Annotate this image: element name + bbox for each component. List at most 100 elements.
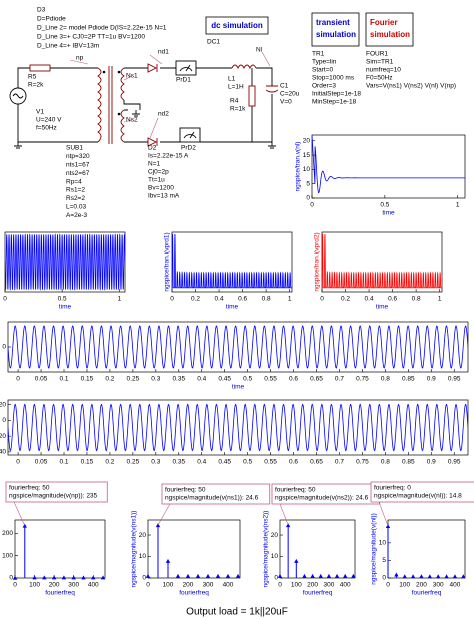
y-tick-label: 20 [271,532,279,539]
plot: 0 0.05 0.1 0.15 0.2 0.25 0.3 0.35 0.4 0.45 0.5 0.55… [0,399,469,466]
x-axis-label: fourierfreq [179,590,209,597]
stem-marker [436,574,441,579]
plot: 0 0.2 0.4 0.6 0.8 1 time ngspice/tran.i(vprd1) [164,231,293,311]
x-tick-label: 0.4 [197,376,206,383]
trace [312,135,465,194]
marker-x: fourierfreq: 50 [9,485,50,492]
component-param: Is=2.22e-15 A [148,153,189,160]
tran-param: Start=0 [312,67,334,74]
diode-model-line: D3 [37,7,46,14]
y-tick-label: 0 [2,417,6,424]
x-tick-label: 0.65 [310,376,323,383]
x-tick-label: 400 [340,582,351,589]
x-tick-label: 1 [117,296,121,303]
x-tick-label: 100 [399,582,410,589]
component-param: Cj0=2p [148,169,169,176]
x-tick-label: 300 [203,582,214,589]
x-tick-label: 0.25 [127,376,140,383]
dc-sim-box [205,16,269,35]
x-tick-label: 400 [88,582,99,589]
stem-marker [351,573,356,578]
x-tick-label: 1 [456,202,460,209]
x-tick-label: 0 [170,296,174,303]
marker-y: ngspice/magnitude(v(np)): 235 [9,493,98,500]
x-tick-label: 0.5 [243,376,252,383]
component-param: L=1H [228,84,244,91]
x-tick-label: 0 [13,582,17,589]
node-label: np [76,55,84,62]
component-param: V=0 [280,99,292,106]
fourier-sim-title: simulation [370,30,410,39]
caption: Output load = 1k||20uF [186,607,288,618]
x-tick-label: 0.7 [335,459,344,466]
x-tick-label: 0.2 [341,296,350,303]
x-tick-label: 0.9 [427,376,436,383]
diode-model-line: D=Pdiode [37,16,66,23]
y-tick-label: 0 [142,575,146,582]
y-tick-label: 10 [303,166,311,173]
y-axis-label: ngspice/tran.i(vprd1) [164,232,171,291]
x-tick-label: 0.5 [58,296,67,303]
marker-link [13,501,26,526]
x-axis-label: fourierfreq [412,590,442,597]
tran-param: MinStep=1e-18 [312,99,357,106]
stem-marker [277,573,283,578]
x-tick-label: 0.1 [59,376,68,383]
plot: 0 100 200 300 400 0 10 20 fourierfreq ngspice/mag… [131,483,271,597]
stem-marker [205,573,211,578]
fourier-param: numfreq=10 [366,67,401,74]
y-tick-label: 10 [379,540,387,547]
y-tick-label: 5 [382,557,386,564]
x-tick-label: 0.4 [197,459,206,466]
x-tick-label: 0.55 [264,459,277,466]
component-label: PrD1 [176,77,191,84]
x-tick-label: 0.95 [448,376,461,383]
tran-sim-title: simulation [316,30,356,39]
diode-model-line: D_Line 3=+ CJ0=2P TT=1u BV=1200 [37,34,145,41]
stem-marker [326,573,332,578]
y-tick-label: 100 [2,552,13,559]
x-tick-label: 0 [278,582,282,589]
x-tick-label: 0.2 [105,376,114,383]
x-tick-label: 0.05 [35,376,48,383]
component-param: D2 [148,145,157,152]
stem-marker [302,573,307,578]
stem-marker [32,575,37,580]
tran-param: TR1 [312,51,325,58]
stem-marker [185,573,191,578]
component-param: SUB1 [66,145,83,152]
x-tick-label: 0.8 [381,459,390,466]
stem-marker [310,573,315,578]
x-tick-label: 0 [310,202,314,209]
x-tick-label: 0.55 [264,376,277,383]
stem-marker [61,575,67,580]
trace [5,233,125,291]
plot-frame [279,519,356,579]
y-tick-label: 0 [2,344,6,351]
stem-marker [100,575,106,580]
component-param: Rs1=2 [66,187,85,194]
x-tick-label: 300 [433,582,444,589]
fourier-sim-title: Fourier [370,18,398,27]
component-param: f=50Hz [36,125,57,132]
x-tick-label: 0 [320,296,324,303]
y-tick-label: 20 [303,137,311,144]
component-param: C1 [280,83,289,90]
component-param: Rp=4 [66,178,82,185]
trace [8,403,468,452]
x-tick-label: 100 [29,582,40,589]
component-param: U=240 V [36,117,62,124]
component-param: L1 [228,76,236,83]
y-tick-label: 20 [0,433,6,440]
tran-param: InitialStep=1e-18 [312,91,361,98]
component-param: N=1 [148,161,160,168]
stem-marker [175,573,181,578]
x-tick-label: 0 [3,296,7,303]
plot: 0 0.2 0.4 0.6 0.8 1 time ngspice/tran.i(vprd2) [314,231,443,311]
stem-marker [145,573,151,578]
x-tick-label: 100 [163,582,174,589]
stem-marker [402,574,407,579]
x-tick-label: 0.35 [172,376,185,383]
x-tick-label: 0.8 [262,296,271,303]
x-tick-label: 0.85 [402,459,415,466]
